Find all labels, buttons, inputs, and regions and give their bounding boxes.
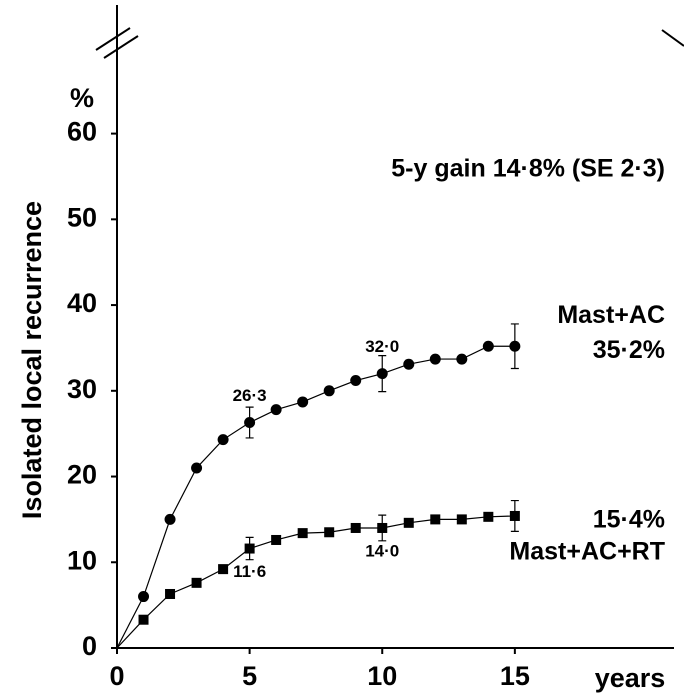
marker [376, 368, 388, 380]
marker [509, 340, 521, 352]
value-label: 14·0 [365, 541, 399, 560]
y-tick-label: 10 [67, 545, 97, 575]
value-label: 26·3 [233, 386, 267, 405]
y-tick-label: 0 [82, 631, 97, 661]
series-line [116, 515, 515, 649]
x-tick-label: 0 [109, 661, 124, 691]
y-tick-label: 50 [67, 202, 97, 232]
series-label: Mast+AC [557, 301, 665, 329]
marker [191, 577, 202, 588]
marker [138, 591, 150, 603]
value-label: 32·0 [365, 337, 399, 356]
y-tick-label: 60 [67, 117, 97, 147]
series-line [116, 345, 515, 649]
marker [350, 375, 362, 387]
marker [218, 564, 229, 575]
marker [297, 528, 308, 539]
value-label: 35·2% [593, 336, 665, 364]
marker [217, 434, 229, 446]
marker [297, 396, 309, 408]
marker [323, 385, 335, 397]
marker [270, 404, 282, 416]
marker [271, 534, 282, 545]
marker [456, 514, 467, 525]
marker [324, 527, 335, 538]
y-unit: % [70, 83, 94, 113]
marker [350, 522, 361, 533]
marker [377, 522, 388, 533]
marker [456, 353, 468, 365]
annotation: 5-y gain 14·8% (SE 2·3) [391, 155, 665, 183]
marker [164, 513, 176, 525]
marker [429, 353, 441, 365]
y-tick-label: 40 [67, 288, 97, 318]
marker [138, 614, 149, 625]
marker [244, 417, 256, 429]
x-axis-label: years [595, 663, 666, 693]
value-label: 15·4% [593, 506, 665, 534]
marker [403, 517, 414, 528]
y-axis-label: Isolated local recurrence [17, 201, 47, 519]
marker [403, 358, 415, 370]
y-tick-label: 30 [67, 374, 97, 404]
marker [244, 543, 255, 554]
series-label: Mast+AC+RT [509, 538, 665, 566]
x-tick-label: 15 [500, 661, 530, 691]
y-tick-label: 20 [67, 460, 97, 490]
value-label: 11·6 [233, 562, 266, 581]
marker [191, 462, 203, 474]
x-tick-label: 5 [242, 661, 257, 691]
marker [483, 511, 494, 522]
x-tick-label: 10 [367, 661, 397, 691]
marker [509, 510, 520, 521]
marker [430, 514, 441, 525]
axis-break [95, 27, 684, 59]
marker [165, 588, 176, 599]
marker [482, 340, 494, 352]
